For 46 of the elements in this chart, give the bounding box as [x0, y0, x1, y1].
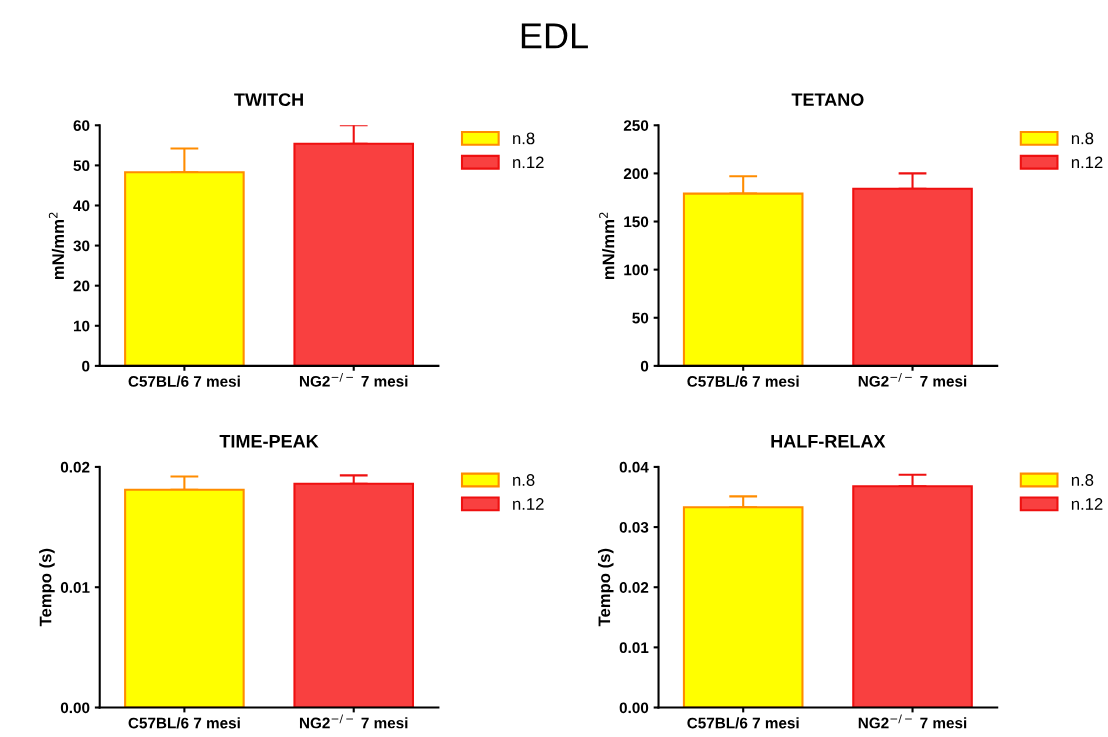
legend-label: n.8	[1071, 474, 1094, 486]
legend-label: n.8	[513, 474, 535, 486]
text: EDL	[521, 23, 588, 49]
y-tick-label: 200	[623, 168, 649, 180]
y-axis-title: Tempo (s)	[39, 548, 55, 627]
y-tick-label: 60	[73, 120, 90, 131]
y-tick-label: 0.02	[619, 582, 649, 593]
y-tick-label: 40	[73, 200, 90, 212]
x-tick-label: NG2$^{−/−}$ 7 mesi	[299, 714, 408, 729]
legend-label: n.12	[513, 156, 544, 169]
x-tick-label: NG2$^{−/−}$ 7 mesi	[858, 372, 967, 387]
x-tick-label: NG2$^{−/−}$ 7 mesi	[858, 714, 967, 729]
y-tick-label: 0	[82, 360, 90, 372]
y-tick-label: 250	[623, 120, 649, 131]
chart-title: TETANO	[791, 93, 864, 107]
y-tick-label: 0.04	[619, 461, 649, 473]
y-tick-label: 0.02	[60, 461, 90, 473]
y-tick-label: 0	[640, 360, 649, 372]
x-tick-label: NG2$^{−/−}$ 7 mesi	[299, 372, 408, 387]
y-tick-label: 0.03	[619, 521, 649, 533]
y-tick-label: 0.01	[60, 582, 90, 593]
y-tick-label: 0.01	[619, 642, 649, 654]
x-tick-label: C57BL/6 7 mesi	[687, 717, 799, 729]
y-tick-label: 50	[632, 312, 649, 324]
legend-label: n.8	[513, 132, 535, 145]
y-tick-label: 30	[73, 240, 90, 252]
chart-title: TWITCH	[234, 93, 303, 107]
y-tick-label: 100	[624, 264, 649, 276]
y-tick-label: 20	[73, 280, 90, 292]
legend-label: n.12	[1071, 156, 1103, 169]
chart-title: TIME-PEAK	[219, 435, 319, 448]
x-tick-label: C57BL/6 7 mesi	[687, 375, 799, 387]
y-axis-title: mN/mm$^{2}$	[48, 212, 65, 280]
legend-label: n.8	[1071, 132, 1094, 145]
y-axis-title: mN/mm$^{2}$	[599, 212, 615, 280]
x-tick-label: C57BL/6 7 mesi	[128, 375, 240, 387]
y-tick-label: 10	[73, 320, 90, 332]
legend-label: n.12	[513, 498, 544, 510]
y-tick-label: 50	[73, 160, 90, 172]
x-tick-label: C57BL/6 7 mesi	[128, 717, 240, 729]
legend-label: n.12	[1071, 498, 1103, 510]
chart-title: HALF-RELAX	[771, 435, 886, 448]
y-tick-label: 0.00	[619, 702, 649, 714]
y-axis-title: Tempo (s)	[597, 548, 614, 627]
y-tick-label: 150	[624, 216, 649, 228]
y-tick-label: 0.00	[60, 702, 90, 714]
